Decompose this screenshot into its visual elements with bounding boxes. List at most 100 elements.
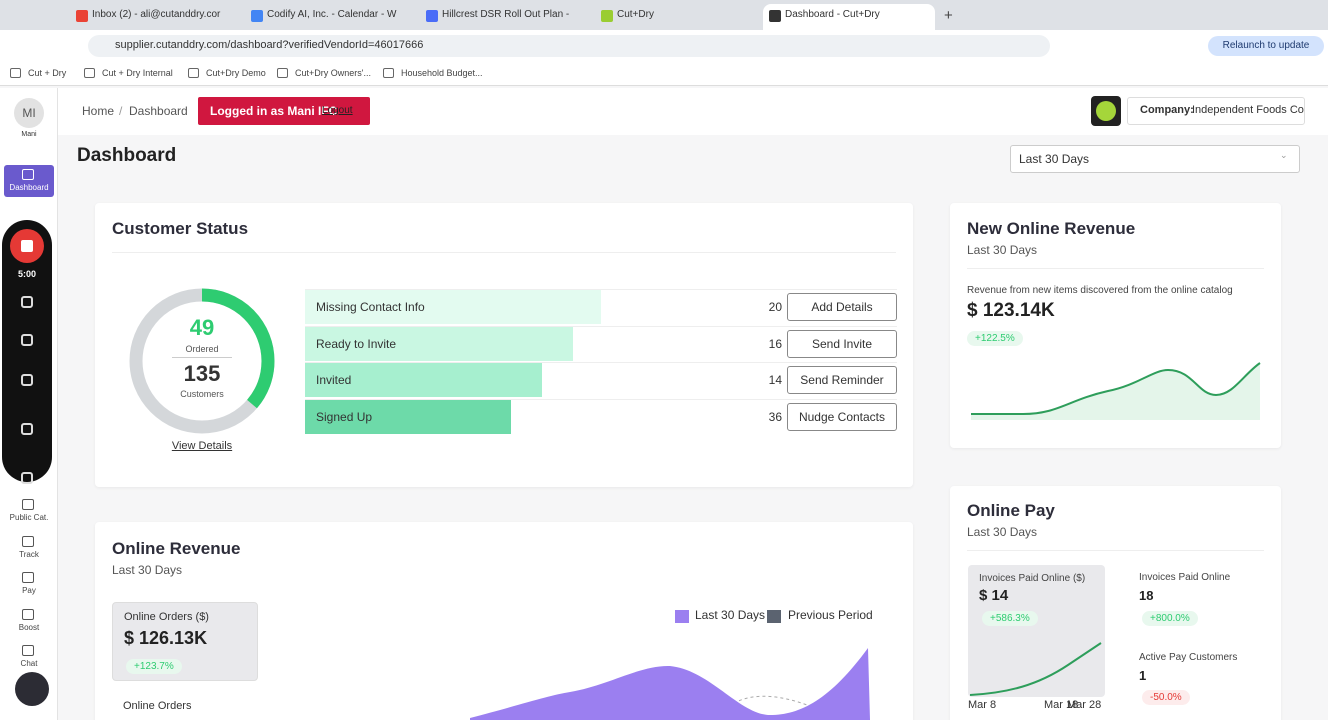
ordered-label: Ordered [185, 344, 219, 354]
card-subtitle: Last 30 Days [967, 525, 1038, 539]
row-count: 14 [768, 373, 782, 387]
company-box [1127, 97, 1305, 125]
tab-icon [601, 10, 613, 22]
relaunch[interactable]: Relaunch to update [1208, 36, 1324, 56]
row-action[interactable]: Send Invite [787, 329, 897, 358]
sparkline-area [971, 363, 1260, 420]
x-label: Mar 28 [1067, 699, 1102, 711]
row-label: Signed Up [316, 409, 373, 424]
bookmark-icon [277, 68, 288, 78]
revenue-area [470, 648, 870, 720]
banner-text: Logged in as Mani IFC [210, 104, 338, 118]
timer: 5:00 [17, 269, 36, 279]
metric-label: Active Pay Customers [1139, 652, 1238, 663]
sparkline-line [971, 362, 1261, 415]
divider [967, 550, 1264, 551]
breadcrumb[interactable]: Home [82, 104, 115, 118]
nav-icon [22, 609, 34, 620]
company-logo-mark [1096, 101, 1116, 121]
recorder-control[interactable] [21, 296, 33, 308]
previous-period-line [719, 695, 831, 716]
bookmark[interactable]: Cut+Dry Owners'... [295, 68, 371, 78]
pay-line [969, 642, 1102, 696]
card-title: Customer Status [112, 219, 249, 238]
url[interactable]: supplier.cutanddry.com/dashboard?verifie… [115, 39, 424, 51]
row-divider [305, 289, 897, 290]
metric-change: +122.5% [967, 331, 1023, 346]
metric-description: Revenue from new items discovered from t… [967, 285, 1233, 296]
nav-label[interactable]: Pay [22, 586, 36, 595]
tab-title[interactable]: Inbox (2) - ali@cutanddry.cor [92, 9, 221, 20]
row-action[interactable]: Nudge Contacts [787, 402, 897, 431]
row-divider [305, 362, 897, 363]
metric-label: Invoices Paid Online [1139, 572, 1231, 583]
tab-icon [769, 10, 781, 22]
divider [112, 252, 896, 253]
nav-label[interactable]: Public Cat. [9, 513, 49, 522]
bookmark-icon [383, 68, 394, 78]
card-subtitle: Last 30 Days [112, 563, 183, 577]
tab-title[interactable]: Dashboard - Cut+Dry [785, 9, 880, 20]
revenue-chart [470, 648, 870, 720]
recorder-control[interactable] [21, 423, 33, 435]
row-action[interactable]: Send Reminder [787, 366, 897, 394]
metric-change: -50.0% [1142, 690, 1190, 705]
view-details[interactable]: View Details [171, 440, 233, 452]
nav-label[interactable]: Track [19, 550, 39, 559]
bookmark[interactable]: Cut+Dry Demo [206, 68, 266, 78]
row-action[interactable]: Add Details [787, 293, 897, 321]
tab-icon [251, 10, 263, 22]
metric-change: +123.7% [126, 659, 182, 674]
row-count: 20 [768, 300, 782, 314]
funnel-bar [305, 290, 601, 324]
chat-launcher[interactable] [15, 672, 49, 706]
funnel-bar [305, 399, 511, 434]
funnel-bar [305, 326, 573, 361]
recorder-control[interactable] [21, 334, 33, 346]
range-value[interactable]: Last 30 Days [1019, 152, 1090, 166]
tab-title[interactable]: Codify AI, Inc. - Calendar - W [267, 9, 397, 20]
impersonation-banner [198, 97, 370, 125]
nav-label[interactable]: Dashboard [9, 183, 49, 192]
recorder [2, 220, 52, 482]
legend-label[interactable]: Previous Period [788, 608, 873, 622]
breadcrumb: Dashboard [129, 104, 188, 118]
tab-title[interactable]: Hillcrest DSR Roll Out Plan - G [442, 9, 572, 20]
bookmark[interactable]: Cut + Dry Internal [102, 68, 173, 78]
tab-title[interactable]: Cut+Dry [617, 9, 654, 20]
divider [967, 268, 1264, 269]
nav-icon [22, 499, 34, 510]
row-label: Ready to Invite [316, 336, 397, 351]
pay-chart [969, 642, 1102, 696]
range-select[interactable] [1010, 145, 1300, 173]
metric-value: 18 [1139, 588, 1154, 603]
bookmark[interactable]: Cut + Dry [28, 68, 67, 78]
bookmark-icon [188, 68, 199, 78]
bookmark-icon [10, 68, 21, 78]
recorder-control[interactable] [21, 374, 33, 386]
ordered-count: 49 [189, 315, 215, 340]
card-title: Online Pay [967, 501, 1055, 520]
legend-swatch [675, 610, 689, 623]
nav-label[interactable]: Chat [20, 659, 38, 668]
nav-icon [22, 645, 34, 656]
logout-link[interactable]: Logout [322, 105, 353, 116]
donut-arc [129, 288, 275, 434]
company-name: Independent Foods Co [1192, 104, 1304, 116]
nav-label[interactable]: Boost [18, 623, 40, 632]
recorder-control[interactable] [21, 472, 33, 484]
donut-chart [129, 288, 275, 434]
breadcrumb-sep: / [119, 104, 123, 118]
page-title: Dashboard [77, 145, 177, 166]
tab[interactable] [763, 4, 935, 30]
customers-label: Customers [180, 389, 224, 399]
bookmarks-bar [0, 62, 1328, 86]
nav-icon [22, 169, 34, 180]
nav-item[interactable] [4, 165, 54, 197]
metric-value: $ 123.14K [967, 300, 1055, 321]
metric-label: Invoices Paid Online ($) [979, 573, 1086, 584]
legend-label[interactable]: Last 30 Days [695, 608, 766, 622]
bookmark[interactable]: Household Budget... [401, 68, 483, 78]
company-label: Company: [1140, 104, 1194, 116]
range-caret: ⌄ [1280, 150, 1288, 160]
